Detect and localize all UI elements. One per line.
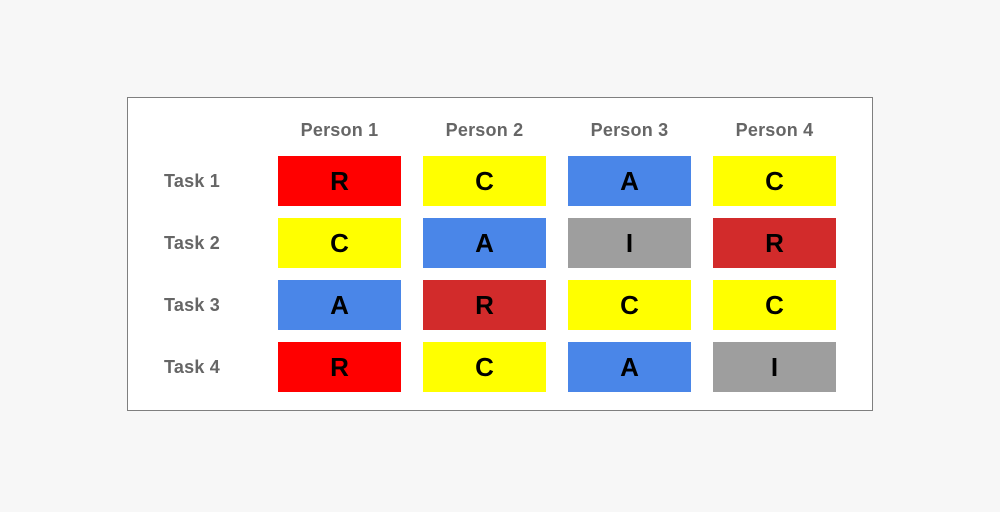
raci-grid: Person 1 Person 2 Person 3 Person 4 Task… <box>128 98 872 392</box>
cell-task2-person4: R <box>713 218 836 268</box>
cell-task1-person2: C <box>423 156 546 206</box>
cell-letter: A <box>620 165 639 196</box>
column-header-person-1: Person 1 <box>300 120 379 140</box>
cell-letter: C <box>765 165 784 196</box>
cell-task3-person1: A <box>278 280 401 330</box>
cell-task2-person3: I <box>568 218 691 268</box>
raci-matrix-panel: Person 1 Person 2 Person 3 Person 4 Task… <box>127 97 873 411</box>
grid-corner-spacer <box>128 104 256 144</box>
cell-letter: R <box>475 289 494 320</box>
cell-task4-person1: R <box>278 342 401 392</box>
cell-task3-person4: C <box>713 280 836 330</box>
cell-letter: I <box>625 227 634 258</box>
row-label-task-3: Task 3 <box>164 294 220 315</box>
column-header-person-2: Person 2 <box>445 120 524 140</box>
cell-letter: C <box>330 227 349 258</box>
cell-letter: I <box>770 351 779 382</box>
cell-letter: R <box>330 165 349 196</box>
row-label-task-4: Task 4 <box>164 356 220 377</box>
cell-letter: A <box>330 289 349 320</box>
cell-letter: C <box>475 351 494 382</box>
cell-task3-person2: R <box>423 280 546 330</box>
cell-task1-person1: R <box>278 156 401 206</box>
cell-letter: A <box>620 351 639 382</box>
cell-task1-person4: C <box>713 156 836 206</box>
cell-task2-person1: C <box>278 218 401 268</box>
row-label-task-1: Task 1 <box>164 170 220 191</box>
cell-letter: R <box>765 227 784 258</box>
cell-task3-person3: C <box>568 280 691 330</box>
cell-letter: R <box>330 351 349 382</box>
cell-letter: A <box>475 227 494 258</box>
column-header-person-3: Person 3 <box>590 120 669 140</box>
cell-letter: C <box>765 289 784 320</box>
cell-task2-person2: A <box>423 218 546 268</box>
row-label-task-2: Task 2 <box>164 232 220 253</box>
column-header-person-4: Person 4 <box>735 120 814 140</box>
cell-task4-person3: A <box>568 342 691 392</box>
cell-letter: C <box>620 289 639 320</box>
cell-task1-person3: A <box>568 156 691 206</box>
cell-task4-person2: C <box>423 342 546 392</box>
cell-task4-person4: I <box>713 342 836 392</box>
cell-letter: C <box>475 165 494 196</box>
